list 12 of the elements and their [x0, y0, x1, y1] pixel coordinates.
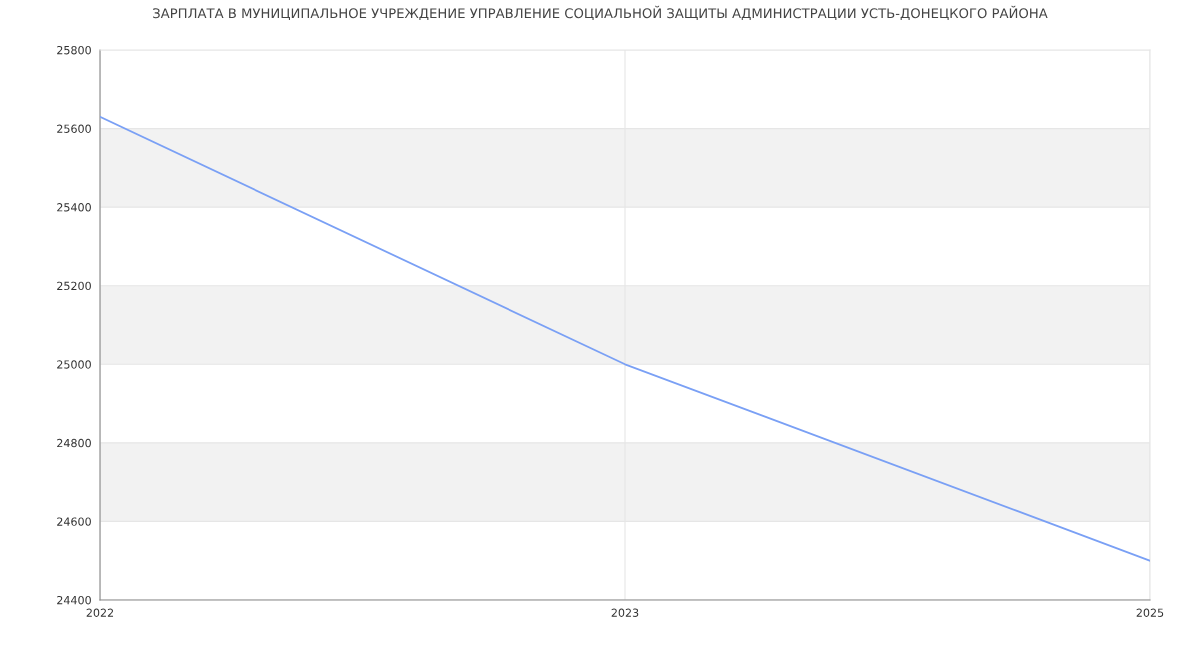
y-tick-label: 25000: [57, 360, 91, 369]
y-tick-label: 25800: [57, 45, 91, 55]
x-tick-label: 2023: [611, 608, 639, 617]
x-tick-label: 2022: [86, 608, 114, 617]
y-tick-label: 25400: [57, 203, 91, 212]
chart-title: ЗАРПЛАТА В МУНИЦИПАЛЬНОЕ УЧРЕЖДЕНИЕ УПРАВЛЕНИЕ СОЦИАЛЬНОЙ ЗАЩИТЫ АДМИНИСТРАЦИИ УСТЬ-ДОНЕЦКОГО РАЙОНА: [153, 5, 1048, 21]
y-tick-label: 24400: [57, 595, 91, 605]
y-tick-label: 24800: [57, 438, 91, 448]
y-tick-label: 25600: [57, 124, 91, 133]
y-tick-label: 25200: [57, 281, 91, 291]
y-tick-label: 24600: [57, 517, 91, 526]
x-tick-label: 2025: [1136, 608, 1164, 617]
